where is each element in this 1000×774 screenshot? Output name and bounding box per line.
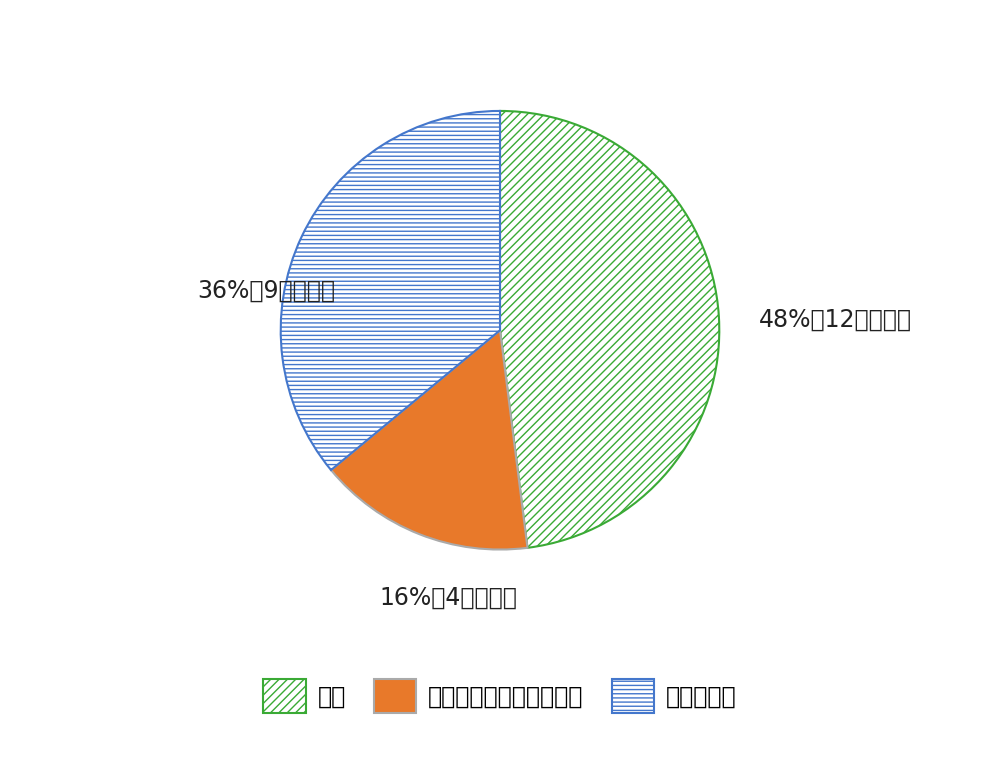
Wedge shape [331,330,527,550]
Text: 36%（9億トン）: 36%（9億トン） [197,279,335,303]
Text: 48%（12億トン）: 48%（12億トン） [759,307,912,331]
Legend: 農場, 貴蔵・加工・製造・流通, 小売・消費: 農場, 貴蔵・加工・製造・流通, 小売・消費 [254,670,746,722]
Wedge shape [281,111,500,470]
Text: 16%（4億トン）: 16%（4億トン） [379,586,517,610]
Wedge shape [500,111,719,548]
